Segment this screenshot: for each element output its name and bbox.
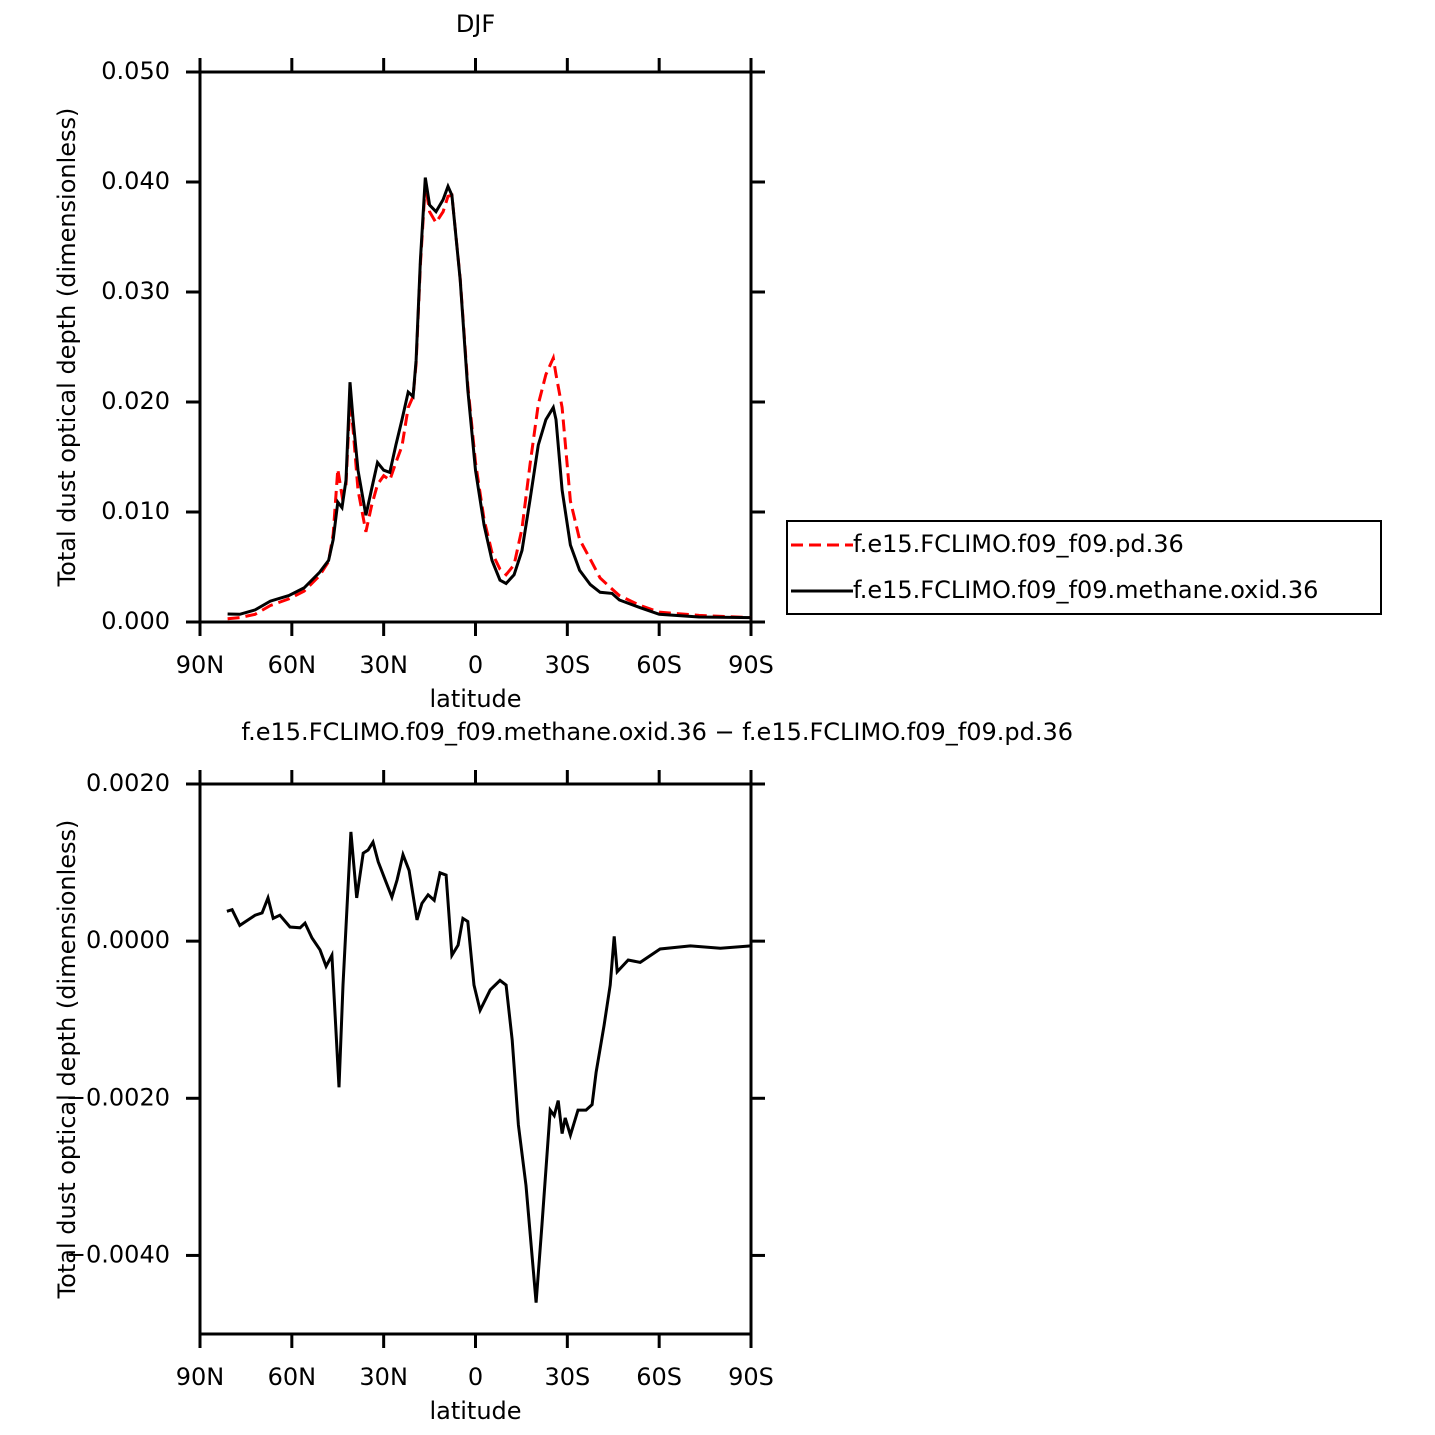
plot-frame <box>198 70 753 624</box>
x-tick-label: 60S <box>636 1363 682 1391</box>
y-tick-label: −0.0020 <box>66 1083 170 1111</box>
x-tick-label: 60N <box>268 651 317 679</box>
x-tick-label: 30N <box>359 1363 408 1391</box>
data-line <box>226 831 752 1303</box>
y-tick-label: 0.020 <box>101 387 170 415</box>
x-tick-label: 60N <box>268 1363 317 1391</box>
legend-box <box>786 520 1382 615</box>
x-tick-label: 30S <box>544 651 590 679</box>
y-tick-label: 0.040 <box>101 167 170 195</box>
plot-frame <box>198 782 753 1336</box>
legend-label: f.e15.FCLIMO.f09_f09.methane.oxid.36 <box>853 576 1318 604</box>
chart-title: f.e15.FCLIMO.f09_f09.methane.oxid.36 − f… <box>241 718 1073 746</box>
chart-title: DJF <box>456 10 495 38</box>
x-tick-label: 0 <box>468 651 483 679</box>
x-tick-label: 60S <box>636 651 682 679</box>
x-tick-label: 90S <box>728 651 774 679</box>
data-line <box>227 177 752 620</box>
x-axis-label: latitude <box>429 1397 521 1425</box>
y-axis-label: Total dust optical depth (dimensionless) <box>53 820 81 1300</box>
x-tick-label: 90N <box>176 1363 225 1391</box>
y-tick-label: 0.030 <box>101 277 170 305</box>
x-tick-label: 30N <box>359 651 408 679</box>
y-tick-label: 0.0020 <box>86 769 170 797</box>
x-tick-label: 90S <box>728 1363 774 1391</box>
x-tick-label: 0 <box>468 1363 483 1391</box>
y-tick-label: 0.000 <box>101 607 170 635</box>
y-axis-label: Total dust optical depth (dimensionless) <box>53 108 81 588</box>
legend-label: f.e15.FCLIMO.f09_f09.pd.36 <box>853 530 1184 558</box>
x-tick-label: 90N <box>176 651 225 679</box>
x-axis-label: latitude <box>429 685 521 713</box>
y-tick-label: −0.0040 <box>66 1240 170 1268</box>
y-tick-label: 0.0000 <box>86 926 170 954</box>
data-line <box>227 183 752 621</box>
y-tick-label: 0.010 <box>101 497 170 525</box>
y-tick-label: 0.050 <box>101 57 170 85</box>
x-tick-label: 30S <box>544 1363 590 1391</box>
